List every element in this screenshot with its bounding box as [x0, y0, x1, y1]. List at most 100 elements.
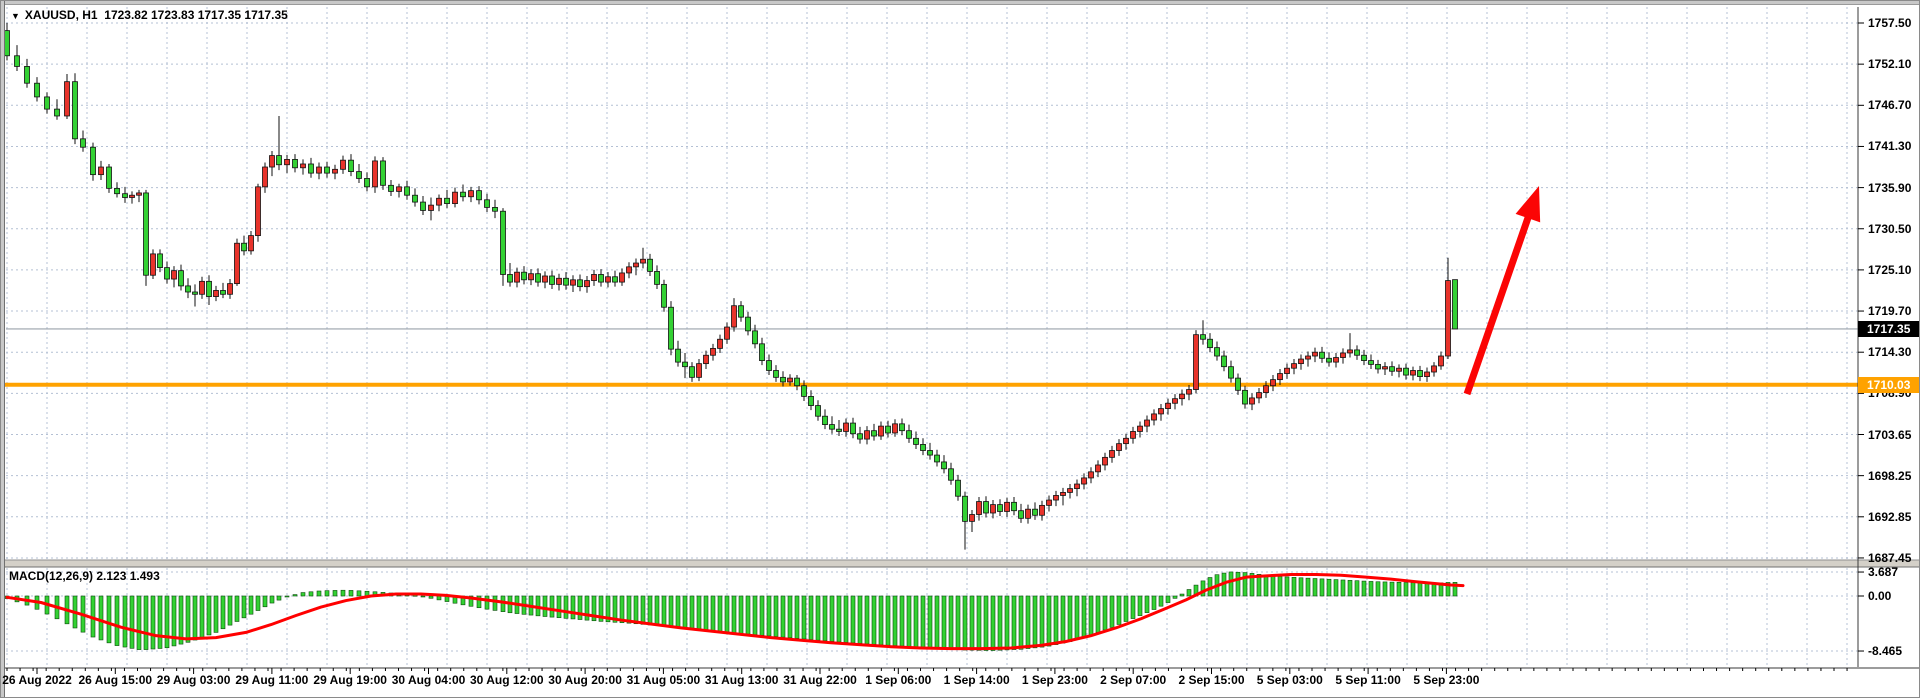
candle — [54, 108, 60, 117]
candle — [892, 423, 898, 434]
macd-bar — [871, 595, 877, 645]
macd-bar — [598, 595, 604, 622]
candle — [1137, 425, 1143, 432]
macd-bar — [1165, 595, 1171, 603]
macd-bar — [815, 595, 821, 641]
candle — [476, 190, 482, 201]
candle — [731, 305, 737, 328]
macd-bar — [340, 589, 346, 597]
candle — [675, 348, 681, 363]
macd-bar — [584, 595, 590, 621]
macd-bar — [549, 595, 555, 618]
macd-bar — [640, 595, 646, 625]
candle — [787, 377, 793, 383]
candle — [633, 262, 639, 268]
price-axis-label: 1719.70 — [1868, 304, 1912, 319]
candle — [563, 277, 569, 286]
candle — [1158, 408, 1164, 415]
symbol-dropdown-icon[interactable]: ▼ — [11, 11, 20, 21]
macd-bar — [1333, 579, 1339, 597]
candle — [990, 504, 996, 514]
candle — [1389, 366, 1395, 372]
candle — [492, 207, 498, 212]
macd-bar — [913, 595, 919, 648]
macd-bar — [745, 595, 751, 635]
macd-bar — [556, 595, 562, 619]
candle — [157, 253, 163, 269]
macd-bar — [292, 594, 298, 597]
macd-bar — [927, 595, 933, 649]
macd-bar — [633, 595, 639, 625]
candle — [143, 192, 149, 276]
candle — [420, 201, 426, 211]
candle — [1382, 366, 1388, 370]
macd-bar — [1046, 595, 1052, 647]
macd-bar — [114, 595, 120, 646]
candle — [1207, 338, 1213, 349]
macd-bar — [150, 595, 156, 650]
macd-bar — [787, 595, 793, 639]
candle — [1102, 456, 1108, 466]
macd-bar — [1326, 578, 1332, 597]
macd-indicator-label: MACD(12,26,9) 2.123 1.493 — [9, 569, 160, 583]
candle — [920, 444, 926, 451]
candle — [106, 166, 112, 189]
price-axis-label: 1757.50 — [1868, 16, 1912, 30]
price-axis-label: 1730.50 — [1868, 221, 1912, 236]
candle — [122, 193, 128, 198]
candle — [1088, 471, 1094, 479]
candle — [1067, 488, 1073, 493]
macd-bar — [1396, 581, 1402, 597]
candle — [682, 361, 688, 368]
candle — [549, 275, 555, 285]
candle — [234, 242, 240, 285]
macd-bar — [122, 595, 128, 648]
time-axis-label: 5 Sep 03:00 — [1256, 673, 1323, 687]
candle — [1179, 393, 1185, 400]
candle — [1123, 437, 1129, 445]
macd-bar — [1368, 581, 1374, 597]
price-axis-label: 1687.45 — [1868, 550, 1912, 565]
candle — [815, 405, 821, 417]
macd-bar — [262, 595, 268, 608]
candle — [1053, 495, 1059, 501]
candle — [364, 178, 370, 188]
macd-bar — [1053, 595, 1059, 645]
candle — [460, 191, 466, 198]
macd-bar — [934, 595, 940, 649]
candle — [619, 272, 625, 283]
candle — [1095, 464, 1101, 473]
macd-bar — [780, 595, 786, 638]
macd-bar — [1284, 576, 1290, 597]
candle — [724, 326, 730, 340]
macd-name: MACD(12,26,9) — [9, 569, 94, 583]
macd-bar — [185, 595, 191, 643]
macd-bar — [997, 595, 1003, 651]
candle — [521, 271, 527, 281]
candle — [185, 285, 191, 293]
candle — [906, 430, 912, 439]
candle — [647, 258, 653, 272]
symbol-timeframe-label: XAUUSD, H1 — [24, 8, 98, 22]
candle — [948, 468, 954, 481]
candle — [1284, 367, 1290, 374]
support-price-tag: 1710.03 — [1858, 376, 1919, 393]
candle — [262, 166, 268, 188]
candle — [1424, 371, 1430, 377]
candle — [1431, 365, 1437, 373]
candle — [213, 290, 219, 297]
candle — [1214, 347, 1220, 357]
grid-layer — [6, 7, 1858, 667]
candle — [150, 253, 156, 276]
macd-bar — [962, 595, 968, 651]
candle — [1165, 402, 1171, 409]
candle — [822, 415, 828, 425]
macd-signal-layer — [5, 573, 1465, 651]
candle — [388, 184, 394, 192]
time-axis-label: 5 Sep 11:00 — [1335, 673, 1401, 687]
candle — [199, 280, 205, 295]
candle — [1074, 483, 1080, 490]
chart-title: ▼ XAUUSD, H1 1723.82 1723.83 1717.35 1717… — [11, 8, 288, 22]
